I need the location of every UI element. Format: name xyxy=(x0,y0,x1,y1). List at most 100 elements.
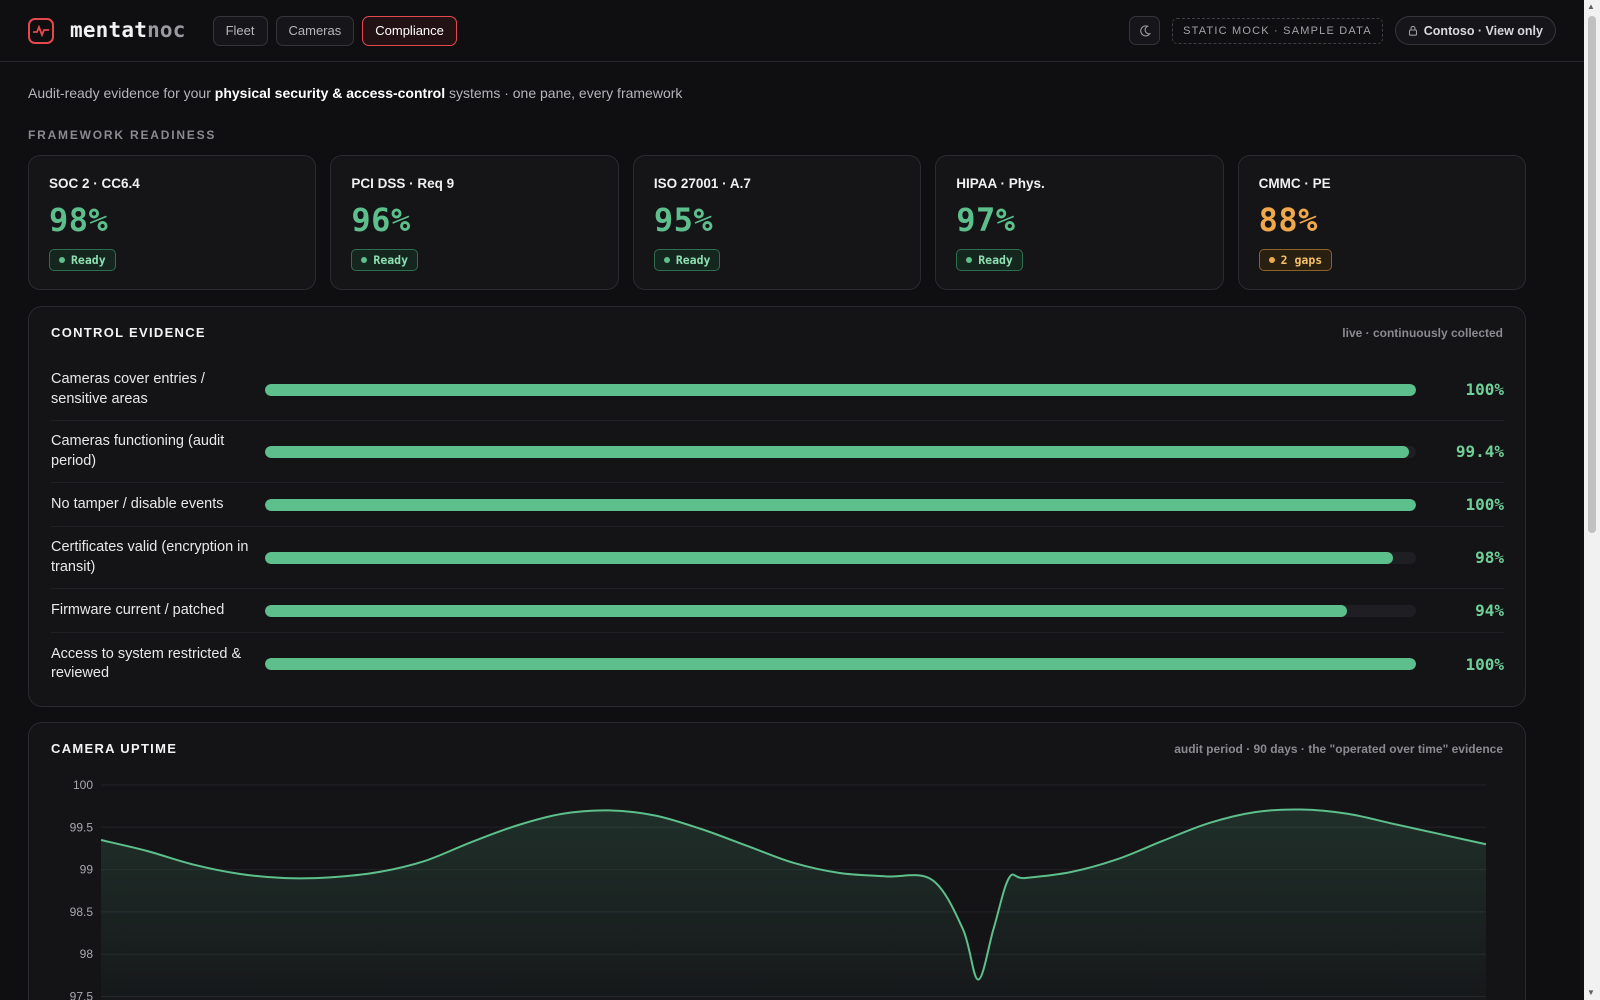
status-badge: Ready xyxy=(956,249,1023,271)
framework-cards: SOC 2 · CC6.4 98% Ready PCI DSS · Req 9 … xyxy=(28,155,1527,290)
framework-percent: 97% xyxy=(956,201,1016,239)
theme-toggle-button[interactable] xyxy=(1129,16,1161,45)
evidence-progress-fill xyxy=(265,498,1416,511)
camera-uptime-panel: CAMERA UPTIME audit period · 90 days · t… xyxy=(28,722,1526,1000)
page-scrollbar[interactable]: ▲ ▼ xyxy=(1584,0,1600,1000)
logo-icon[interactable] xyxy=(28,17,54,44)
framework-name: ISO 27001 · A.7 xyxy=(653,176,751,191)
subtitle-emphasis: physical security & access-control xyxy=(214,85,446,101)
y-tick-label: 98.5 xyxy=(70,905,94,919)
header-actions: STATIC MOCK · SAMPLE DATA Contoso · View… xyxy=(1129,16,1556,45)
framework-name: SOC 2 · CC6.4 xyxy=(49,176,140,191)
control-evidence-note: live · continuously collected xyxy=(1342,326,1503,340)
status-badge: Ready xyxy=(49,249,116,271)
brand-name[interactable]: mentatnoc xyxy=(70,18,186,43)
tab-fleet[interactable]: Fleet xyxy=(212,15,268,46)
uptime-area-fill xyxy=(101,809,1486,1000)
status-dot-icon xyxy=(663,257,670,263)
framework-card-cmmc[interactable]: CMMC · PE 88% 2 gaps xyxy=(1237,155,1527,290)
evidence-value: 94% xyxy=(1475,601,1504,620)
camera-uptime-title: CAMERA UPTIME xyxy=(51,741,178,756)
evidence-progress-fill xyxy=(265,604,1347,617)
control-evidence-title: CONTROL EVIDENCE xyxy=(51,325,206,340)
page-subtitle: Audit-ready evidence for your physical s… xyxy=(28,85,682,101)
evidence-progress-fill xyxy=(265,551,1393,564)
tenant-view-only-button[interactable]: Contoso · View only xyxy=(1394,16,1556,45)
status-badge: Ready xyxy=(653,249,721,271)
status-badge: 2 gaps xyxy=(1258,249,1333,271)
static-mock-badge: STATIC MOCK · SAMPLE DATA xyxy=(1172,17,1383,44)
main-nav: Fleet Cameras Compliance xyxy=(212,15,457,46)
framework-card-hipaa[interactable]: HIPAA · Phys. 97% Ready xyxy=(935,155,1224,290)
status-dot-icon xyxy=(966,257,973,263)
framework-name: PCI DSS · Req 9 xyxy=(351,176,455,191)
evidence-label: Firmware current / patched xyxy=(51,601,225,618)
y-tick-label: 99 xyxy=(80,863,94,877)
control-evidence-panel: CONTROL EVIDENCE live · continuously col… xyxy=(28,306,1526,707)
framework-percent: 88% xyxy=(1258,201,1318,239)
framework-name: HIPAA · Phys. xyxy=(956,176,1045,191)
evidence-value: 98% xyxy=(1475,548,1504,567)
status-text: Ready xyxy=(675,253,711,267)
tab-compliance[interactable]: Compliance xyxy=(362,15,457,46)
evidence-row: Certificates valid (encryption in transi… xyxy=(51,527,1504,589)
framework-percent: 95% xyxy=(653,201,714,239)
brand-name-primary: mentat xyxy=(70,18,148,42)
tenant-label: Contoso · View only xyxy=(1423,23,1543,38)
evidence-label: Access to system restricted & reviewed xyxy=(51,645,242,682)
uptime-chart: 100 99.5 99 98.5 98 97.5 xyxy=(51,775,1511,1000)
framework-percent: 98% xyxy=(49,201,109,239)
status-badge: Ready xyxy=(351,249,419,271)
evidence-row: Firmware current / patched 94% xyxy=(51,589,1504,633)
evidence-label: Cameras cover entries / sensitive areas xyxy=(51,371,205,407)
subtitle-prefix: Audit-ready evidence for your xyxy=(28,85,215,101)
uptime-series-line[interactable] xyxy=(100,808,1487,981)
uptime-chart-svg: 100 99.5 99 98.5 98 97.5 xyxy=(70,778,1487,1000)
evidence-row: No tamper / disable events 100% xyxy=(51,483,1504,527)
scroll-up-arrow-icon[interactable]: ▲ xyxy=(1587,2,1595,11)
framework-percent: 96% xyxy=(351,201,411,239)
lock-icon xyxy=(1408,25,1417,36)
status-dot-icon xyxy=(59,257,65,263)
framework-name: CMMC · PE xyxy=(1258,176,1331,191)
y-tick-label: 98 xyxy=(80,947,94,961)
status-text: 2 gaps xyxy=(1280,253,1323,267)
evidence-value: 100% xyxy=(1465,495,1504,514)
evidence-value: 99.4% xyxy=(1455,442,1504,461)
evidence-progress-track xyxy=(265,445,1416,458)
evidence-progress-fill xyxy=(265,445,1410,458)
evidence-value: 100% xyxy=(1465,654,1504,674)
evidence-value: 100% xyxy=(1465,380,1504,399)
status-text: Ready xyxy=(71,253,106,267)
framework-card-pci-dss[interactable]: PCI DSS · Req 9 96% Ready xyxy=(330,155,619,290)
framework-card-soc2[interactable]: SOC 2 · CC6.4 98% Ready xyxy=(28,155,317,290)
evidence-label: Certificates valid (encryption in transi… xyxy=(51,539,249,575)
evidence-row: Cameras functioning (audit period) 99.4% xyxy=(51,421,1504,483)
top-navigation-bar: mentatnoc Fleet Cameras Compliance STATI… xyxy=(0,0,1584,62)
y-tick-label: 97.5 xyxy=(70,990,94,1000)
scroll-down-arrow-icon[interactable]: ▼ xyxy=(1587,988,1595,997)
evidence-label: Cameras functioning (audit period) xyxy=(51,433,225,469)
evidence-label: No tamper / disable events xyxy=(51,495,224,512)
control-evidence-list: Cameras cover entries / sensitive areas … xyxy=(51,359,1504,695)
framework-card-iso27001[interactable]: ISO 27001 · A.7 95% Ready xyxy=(632,155,922,290)
status-dot-icon xyxy=(361,257,368,263)
evidence-progress-track xyxy=(265,551,1416,564)
status-dot-icon xyxy=(1268,257,1275,263)
y-tick-label: 99.5 xyxy=(70,820,94,834)
evidence-progress-fill xyxy=(265,383,1416,396)
evidence-progress-track xyxy=(265,658,1416,670)
tab-cameras[interactable]: Cameras xyxy=(275,15,355,46)
evidence-progress-track xyxy=(265,604,1416,617)
moon-icon xyxy=(1139,24,1151,36)
camera-uptime-note: audit period · 90 days · the "operated o… xyxy=(1174,742,1503,756)
brand-name-secondary: noc xyxy=(147,18,186,42)
evidence-row: Access to system restricted & reviewed 1… xyxy=(51,633,1504,695)
evidence-progress-track xyxy=(265,498,1416,511)
evidence-progress-track xyxy=(265,383,1416,396)
evidence-progress-fill xyxy=(265,658,1416,670)
status-text: Ready xyxy=(978,253,1013,267)
y-tick-label: 100 xyxy=(73,778,93,792)
subtitle-suffix: systems · one pane, every framework xyxy=(445,85,683,101)
scrollbar-thumb[interactable] xyxy=(1588,16,1596,533)
